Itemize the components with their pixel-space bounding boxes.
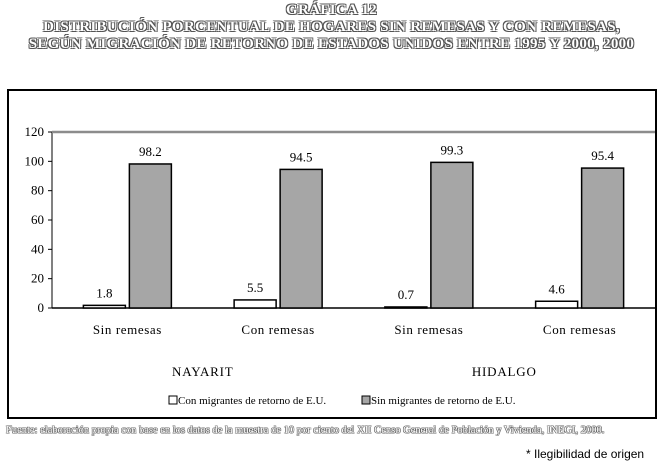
chart-title-line-3: SEGÚN MIGRACIÓN DE RETORNO DE ESTADOS UN… [28, 36, 635, 52]
bar-sin-migrantes [279, 168, 323, 309]
group-label: HIDALGO [472, 364, 537, 379]
chart-title: GRÁFICA 12 DISTRIBUCIÓN PORCENTUAL DE HO… [0, 2, 663, 53]
legend: Con migrantes de retorno de E.U. Sin migr… [168, 395, 516, 407]
legend-label: Con migrantes de retorno de E.U. [178, 395, 326, 407]
category-label: Con remesas [543, 322, 616, 337]
bars [82, 161, 625, 309]
y-tick-label: 20 [31, 271, 44, 286]
data-label: 98.2 [139, 144, 162, 159]
y-tick-label: 60 [31, 212, 44, 227]
bar-con-migrantes [233, 299, 277, 309]
chart-title-line-2: DISTRIBUCIÓN PORCENTUAL DE HOGARES SIN R… [43, 19, 620, 35]
data-label: 1.8 [96, 285, 112, 300]
bar-con-migrantes [384, 306, 428, 309]
data-label: 5.5 [247, 280, 263, 295]
data-label: 99.3 [441, 142, 464, 157]
category-label: Sin remesas [93, 322, 162, 337]
labels: 1.8 98.2 Sin remesas 5.5 94.5 Con remesas 0.7 9… [93, 142, 616, 379]
legend-label: Sin migrantes de retorno de E.U. [371, 395, 516, 407]
chart-frame [7, 89, 657, 419]
y-tick-label: 40 [31, 241, 44, 256]
illegibility-note: * Ilegibilidad de origen [526, 447, 645, 461]
data-label: 95.4 [591, 148, 614, 163]
chart-title-line-1: GRÁFICA 12 [286, 2, 377, 18]
data-label: 94.5 [290, 149, 313, 164]
y-tick-label: 80 [31, 183, 44, 198]
y-tick-label: 100 [25, 153, 45, 168]
category-label: Sin remesas [394, 322, 463, 337]
bar-sin-migrantes [430, 161, 474, 309]
legend-swatch [168, 395, 178, 405]
bar-sin-migrantes [580, 167, 625, 309]
bar-con-migrantes [82, 304, 127, 309]
data-label: 4.6 [549, 281, 566, 296]
y-tick-label: 0 [38, 300, 45, 315]
source-note: Fuente: elaboración propia con base en l… [6, 425, 605, 436]
data-label: 0.7 [398, 287, 415, 302]
y-tick-label: 120 [25, 124, 45, 139]
category-label: Con remesas [241, 322, 314, 337]
bar-sin-migrantes [128, 163, 173, 309]
legend-swatch [361, 395, 371, 405]
group-label: NAYARIT [172, 364, 233, 379]
bar-con-migrantes [534, 300, 579, 309]
